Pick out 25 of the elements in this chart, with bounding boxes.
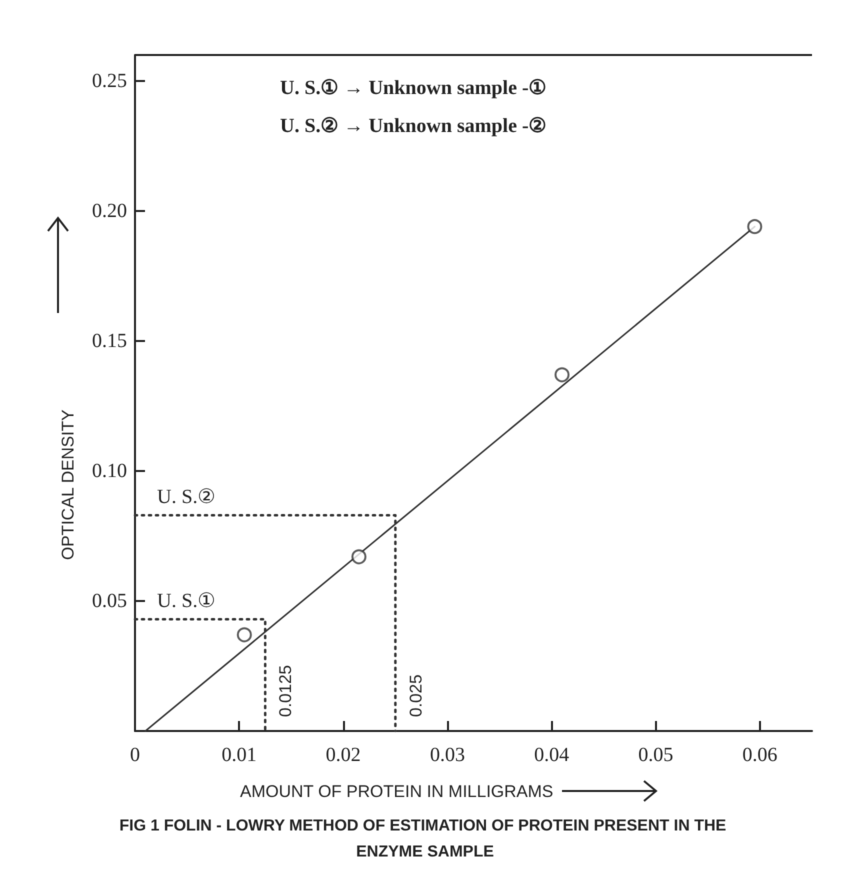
annotation: 0.025 bbox=[406, 674, 426, 717]
y-tick-label: 0.05 bbox=[92, 590, 127, 612]
point bbox=[554, 367, 570, 382]
x-tick-label: 0.02 bbox=[326, 744, 361, 766]
x-tick-label: 0.06 bbox=[742, 744, 778, 766]
y-tick-label: 0.20 bbox=[92, 200, 127, 222]
y-axis-title: OPTICAL DENSITY bbox=[58, 409, 78, 560]
point bbox=[747, 219, 762, 234]
point bbox=[351, 549, 366, 564]
y-tick-label: 0.15 bbox=[92, 330, 127, 352]
point bbox=[236, 627, 252, 642]
x-tick-label: 0.04 bbox=[534, 744, 570, 766]
y-tick-label: 0.25 bbox=[92, 70, 127, 92]
annotation: U. S.② → Unknown sample -② bbox=[280, 115, 547, 137]
x-axis-title: AMOUNT OF PROTEIN IN MILLIGRAMS bbox=[240, 782, 554, 801]
x-tick-label: 0 bbox=[130, 744, 140, 766]
x-tick-label: 0.01 bbox=[222, 744, 257, 766]
y-tick-label: 0.10 bbox=[92, 460, 127, 482]
text: FIG 1 FOLIN - LOWRY METHOD OF ESTIMATION OF PROTEIN PRESENT IN THE ENZYME SAMPLE bbox=[119, 818, 731, 860]
x-tick-label: 0.05 bbox=[638, 744, 674, 766]
annotation: 0.0125 bbox=[276, 665, 296, 717]
annotation: U. S.① → Unknown sample -① bbox=[280, 77, 547, 99]
annotation: U. S.① bbox=[157, 590, 216, 612]
annotation: U. S.② bbox=[157, 486, 216, 508]
x-tick-label: 0.03 bbox=[430, 744, 465, 766]
